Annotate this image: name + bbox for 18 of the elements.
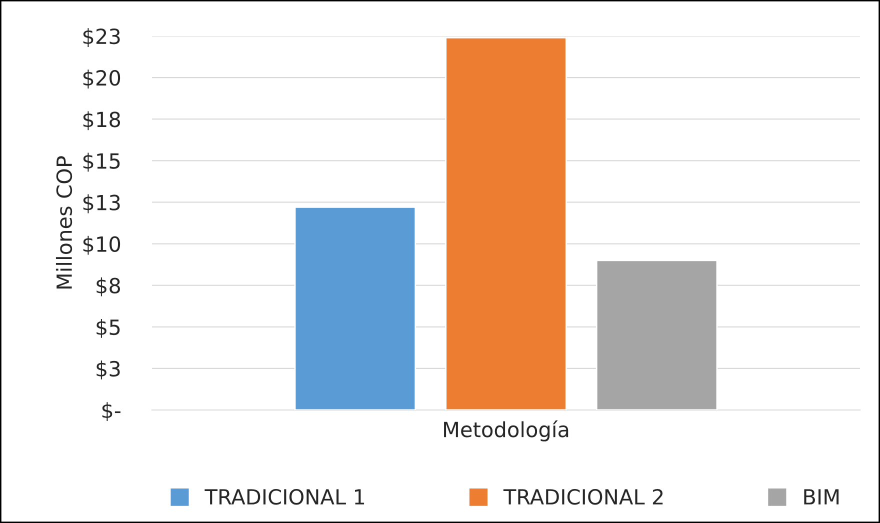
bar xyxy=(596,260,718,410)
bar xyxy=(294,206,416,410)
y-tick-label: $15 xyxy=(83,152,120,172)
y-tick-label: $10 xyxy=(83,236,120,255)
y-tick-label: $5 xyxy=(96,318,120,338)
legend-label: BIM xyxy=(804,489,839,504)
y-tick-label: $18 xyxy=(83,111,120,130)
y-tick-label: $8 xyxy=(96,277,120,296)
bar xyxy=(445,36,567,410)
y-tick-label: $20 xyxy=(83,70,120,89)
x-axis-title: Metodología xyxy=(444,420,568,442)
y-tick-label: $- xyxy=(102,402,120,421)
y-tick-label: $13 xyxy=(83,194,120,214)
y-tick-label: $23 xyxy=(83,28,120,47)
legend-label: TRADICIONAL 1 xyxy=(204,488,364,505)
legend-label: TRADICIONAL 2 xyxy=(503,488,663,505)
y-axis-title: Millones COP xyxy=(56,156,72,288)
y-tick-label: $3 xyxy=(96,360,120,380)
